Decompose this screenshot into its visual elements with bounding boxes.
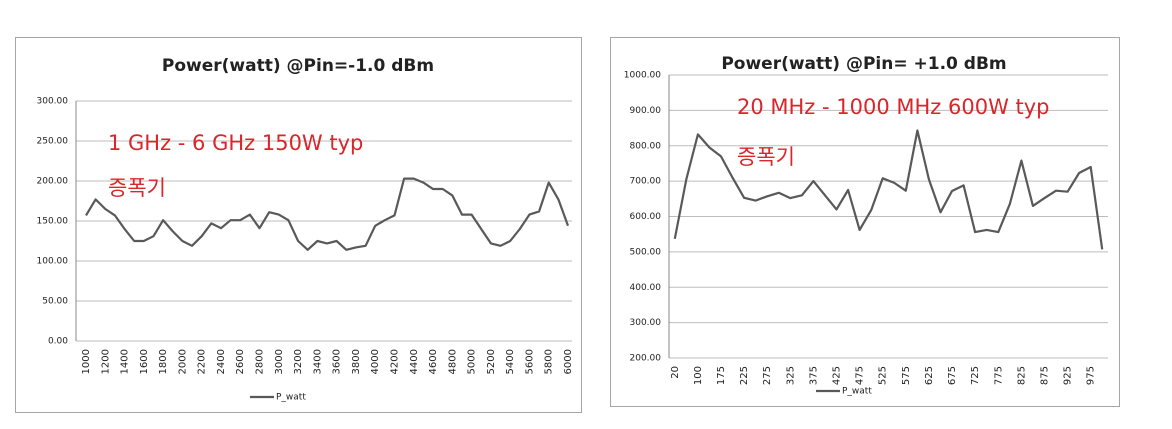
data-line [673,129,1104,250]
x-tick-label: 3400 [312,349,323,374]
x-tick-label: 4600 [428,349,439,374]
y-tick-label: 200.00 [630,354,662,364]
x-tick-label: 925 [1063,366,1074,385]
x-tick-label: 5600 [524,349,535,374]
x-tick-label: 675 [947,366,958,385]
y-tick-label: 0.00 [48,337,68,347]
x-tick-label: 1400 [120,349,131,374]
y-tick-label: 100.00 [37,257,69,267]
annotation: 증폭기 [108,176,166,200]
data-line [85,177,570,251]
x-tick-label: 1200 [100,349,111,374]
y-tick-label: 150.00 [37,217,69,227]
chart-title: Power(watt) @Pin= +1.0 dBm [721,54,1006,74]
x-tick-label: 5400 [505,349,516,374]
x-tick-label: 5000 [467,349,478,374]
x-tick-label: 875 [1039,366,1050,385]
x-tick-label: 775 [993,366,1004,385]
x-tick-label: 175 [716,366,727,385]
x-tick-label: 3000 [274,349,285,374]
y-tick-label: 500.00 [630,247,662,257]
x-tick-label: 375 [808,366,819,385]
x-tick-label: 475 [855,366,866,385]
x-tick-label: 3800 [351,349,362,374]
y-tick-label: 300.00 [37,97,69,107]
x-tick-label: 100 [693,366,704,385]
x-tick-label: 1000 [81,349,92,374]
legend-label: P_watt [842,387,872,397]
x-tick-label: 1800 [158,349,169,374]
y-tick-label: 900.00 [630,106,662,116]
x-tick-label: 2800 [255,349,266,374]
x-tick-label: 2600 [235,349,246,374]
x-tick-label: 4400 [409,349,420,374]
x-tick-label: 275 [762,366,773,385]
x-tick-label: 3600 [332,349,343,374]
x-tick-label: 6000 [563,349,574,374]
y-tick-label: 400.00 [630,283,662,293]
annotation: 20 MHz - 1000 MHz 600W typ [737,95,1050,119]
annotation: 증폭기 [737,145,795,169]
x-tick-label: 5800 [544,349,555,374]
x-tick-label: 975 [1086,366,1097,385]
annotation: 1 GHz - 6 GHz 150W typ [108,131,363,155]
x-tick-label: 2400 [216,349,227,374]
x-tick-label: 5200 [486,349,497,374]
x-tick-label: 2000 [177,349,188,374]
x-tick-label: 725 [970,366,981,385]
y-tick-label: 700.00 [630,177,662,187]
x-tick-label: 4800 [447,349,458,374]
y-tick-label: 1000.00 [624,71,661,81]
x-tick-label: 2200 [197,349,208,374]
x-tick-label: 625 [924,366,935,385]
x-tick-label: 525 [878,366,889,385]
y-tick-label: 250.00 [37,137,69,147]
x-tick-label: 4000 [370,349,381,374]
y-tick-label: 800.00 [630,141,662,151]
x-tick-label: 425 [832,366,843,385]
x-tick-label: 575 [901,366,912,385]
x-tick-label: 20 [670,366,681,379]
x-tick-label: 225 [739,366,750,385]
y-tick-label: 600.00 [630,212,662,222]
x-tick-label: 325 [785,366,796,385]
y-tick-label: 50.00 [42,297,68,307]
chart-frame [15,37,582,413]
y-tick-label: 200.00 [37,177,69,187]
x-tick-label: 4200 [389,349,400,374]
x-tick-label: 1600 [139,349,150,374]
chart-title: Power(watt) @Pin=-1.0 dBm [162,56,434,76]
x-tick-label: 825 [1016,366,1027,385]
legend-label: P_watt [276,393,306,403]
x-tick-label: 3200 [293,349,304,374]
y-tick-label: 300.00 [630,318,662,328]
